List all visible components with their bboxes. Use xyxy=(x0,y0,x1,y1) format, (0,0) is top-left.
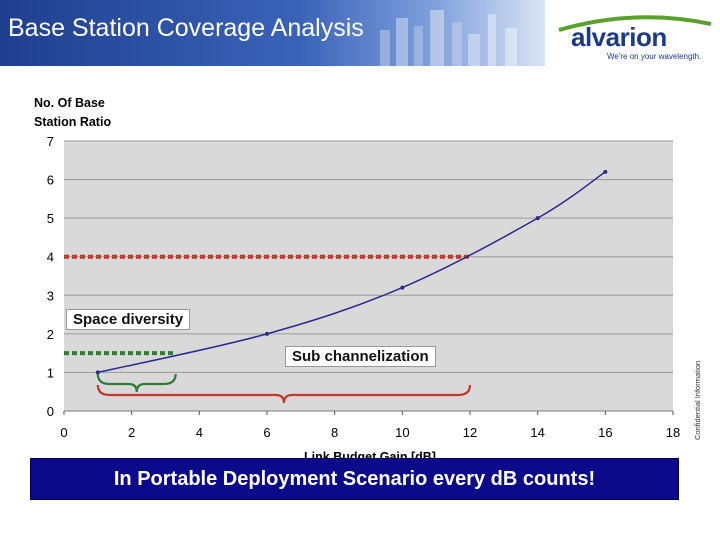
logo-swoosh xyxy=(558,15,712,32)
slide-header: Base Station Coverage Analysis alvarion … xyxy=(0,0,720,66)
x-tick-label-16: 16 xyxy=(598,425,612,440)
x-tick-labels: 0 2 4 6 8 10 12 14 16 18 xyxy=(60,425,680,440)
data-point-3 xyxy=(535,216,540,221)
x-tick-label-2: 2 xyxy=(128,425,135,440)
x-tick-label-4: 4 xyxy=(196,425,203,440)
logo-wordmark: alvarion xyxy=(571,22,667,52)
y-tick-label-4: 4 xyxy=(47,250,54,265)
x-tick-label-0: 0 xyxy=(60,425,67,440)
slide-title: Base Station Coverage Analysis xyxy=(8,14,364,42)
reference-lines xyxy=(64,254,470,356)
footer-banner-text: In Portable Deployment Scenario every dB… xyxy=(113,468,596,490)
plot-area xyxy=(64,141,673,411)
x-tick-label-14: 14 xyxy=(530,425,544,440)
data-point-0 xyxy=(95,370,100,375)
y-tick-label-5: 5 xyxy=(47,211,54,226)
y-tick-label-1: 1 xyxy=(47,365,54,380)
space-diversity-label: Space diversity xyxy=(66,309,191,330)
brace-green xyxy=(96,373,177,393)
x-tick-label-6: 6 xyxy=(263,425,270,440)
series-line xyxy=(97,171,606,374)
y-tick-label-6: 6 xyxy=(47,173,54,188)
series-lines xyxy=(95,169,608,375)
skyline-graphic xyxy=(380,10,517,66)
y-tick-labels: 0 1 2 3 4 5 6 7 xyxy=(47,134,54,419)
brace-red xyxy=(96,384,472,404)
data-point-2 xyxy=(400,285,405,290)
alvarion-logo: alvarion We're on your wavelength. xyxy=(555,14,715,66)
x-tick-label-10: 10 xyxy=(395,425,409,440)
gain-braces xyxy=(96,373,472,404)
y-axis-title-line-1: No. Of Base xyxy=(34,96,105,110)
y-tick-label-0: 0 xyxy=(47,404,54,419)
footer-banner: In Portable Deployment Scenario every dB… xyxy=(30,458,679,500)
y-axis-title-line-2: Station Ratio xyxy=(34,115,111,129)
data-point-1 xyxy=(265,331,269,336)
sub-channelization-label: Sub channelization xyxy=(285,346,436,367)
y-tick-label-2: 2 xyxy=(47,327,54,342)
logo-tagline: We're on your wavelength. xyxy=(607,52,702,61)
x-tick-label-18: 18 xyxy=(666,425,680,440)
y-tick-label-7: 7 xyxy=(47,134,54,149)
data-point-4 xyxy=(603,169,608,174)
x-tick-label-12: 12 xyxy=(463,425,477,440)
header-bar: Base Station Coverage Analysis xyxy=(0,0,545,66)
confidential-note: Confidential Information xyxy=(693,360,702,440)
y-tick-label-3: 3 xyxy=(47,288,54,303)
x-tick-label-8: 8 xyxy=(331,425,338,440)
